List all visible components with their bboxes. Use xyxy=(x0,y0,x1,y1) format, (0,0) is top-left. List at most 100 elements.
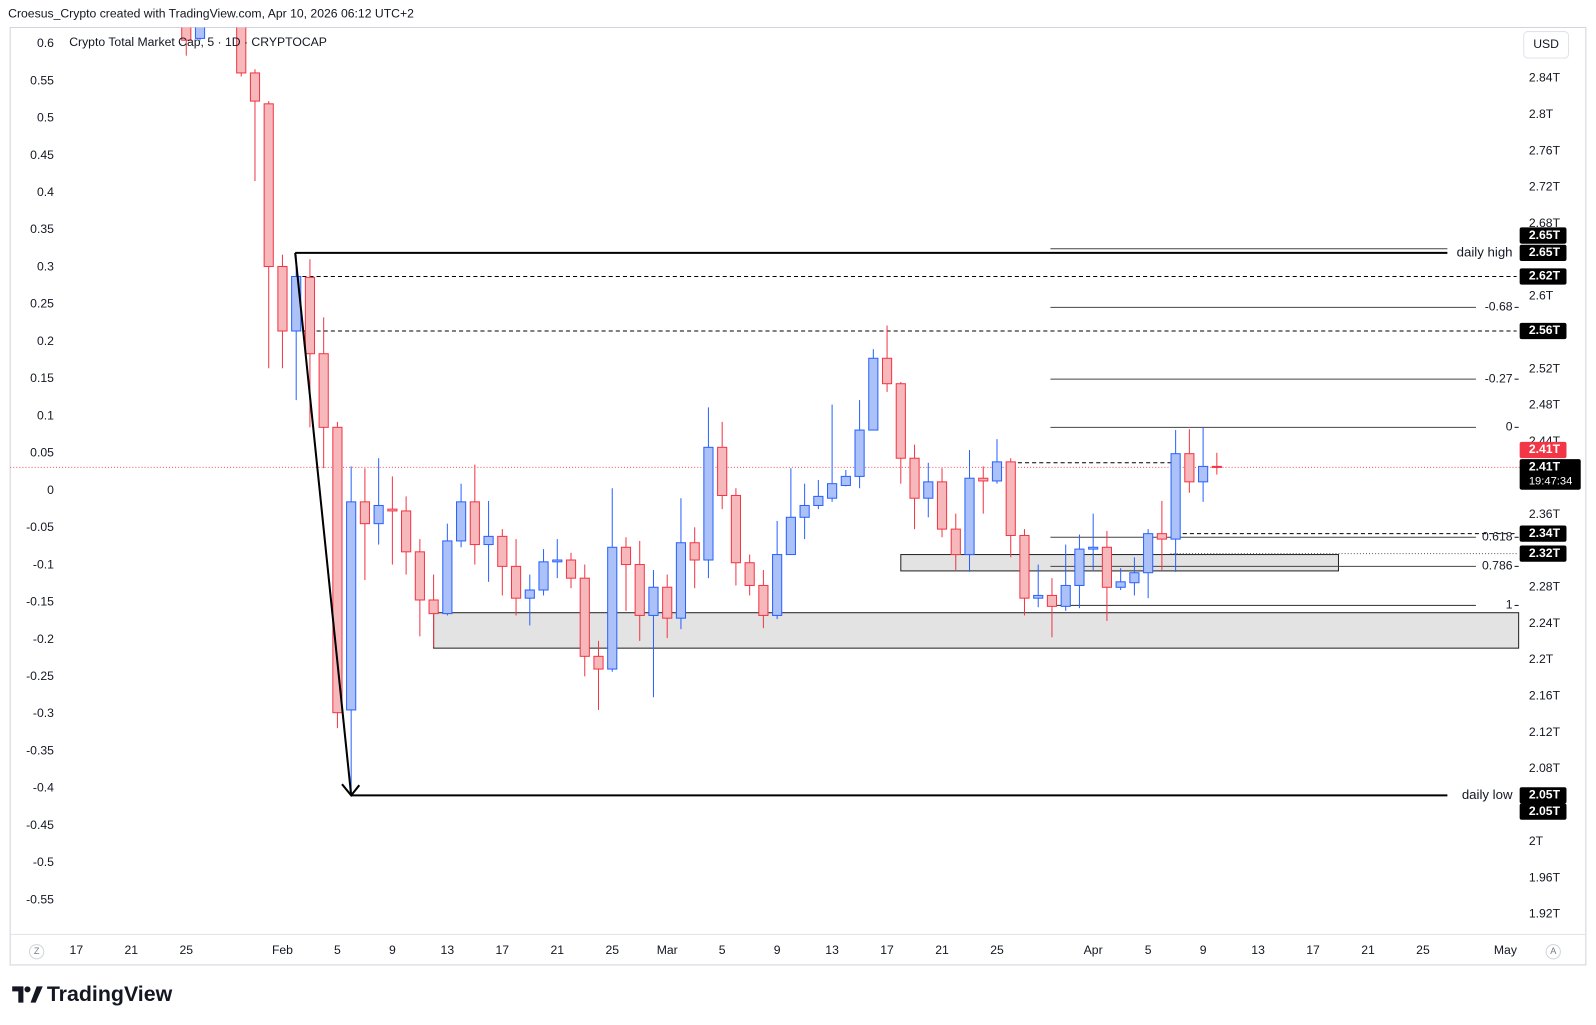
candle-body xyxy=(827,483,838,499)
daily-high-label: daily high xyxy=(1457,244,1513,259)
left-tick-label: 0 xyxy=(47,483,54,497)
x-tick-label: 5 xyxy=(334,943,341,957)
candle-body xyxy=(373,504,384,525)
trend-line xyxy=(294,252,353,796)
left-tick-label: -0.3 xyxy=(33,706,54,720)
x-tick-label: 17 xyxy=(496,943,510,957)
currency-label: USD xyxy=(1533,37,1559,51)
price-tag xyxy=(1519,441,1567,459)
candle-body xyxy=(689,542,700,561)
x-tick-label: 25 xyxy=(179,943,193,957)
candle-body xyxy=(648,586,659,616)
candle-body xyxy=(249,72,261,102)
candle-body xyxy=(579,577,590,657)
price-tag xyxy=(1519,244,1567,261)
left-tick-label: -0.4 xyxy=(33,781,54,795)
candle-body xyxy=(552,559,563,563)
price-tag xyxy=(1519,227,1567,244)
right-tick-label: 2.76T xyxy=(1529,143,1561,157)
price-tag-label: 2.41T xyxy=(1529,460,1561,474)
left-tick-label: -0.25 xyxy=(26,669,54,683)
header: Croesus_Crypto created with TradingView.… xyxy=(8,6,414,20)
left-tick-label: 0.05 xyxy=(30,446,54,460)
left-tick-label: 0.15 xyxy=(30,371,54,385)
candle-body xyxy=(730,494,741,564)
fib-label: 0.786 xyxy=(1482,559,1513,573)
candle-body xyxy=(799,504,810,518)
x-tick-label: 17 xyxy=(70,943,84,957)
left-tick-label: 0.35 xyxy=(30,222,54,236)
right-tick-label: 2.28T xyxy=(1529,579,1561,593)
fib-label: -0.68 xyxy=(1485,300,1513,314)
candle-body xyxy=(1115,581,1126,588)
left-tick-label: 0.45 xyxy=(30,148,54,162)
fib-label: 0 xyxy=(1506,420,1513,434)
candle-body xyxy=(662,586,673,619)
candle-body xyxy=(909,457,920,499)
candle-body xyxy=(346,501,357,711)
candle-body xyxy=(469,501,480,546)
candle-body xyxy=(1088,546,1099,550)
right-tick-label: 2.8T xyxy=(1529,107,1554,121)
candle-body xyxy=(1033,594,1044,599)
candle-body xyxy=(455,501,467,542)
left-tick-label: -0.35 xyxy=(26,743,54,757)
price-tag xyxy=(1519,459,1581,490)
x-tick-label: 13 xyxy=(825,943,839,957)
x-tick-label: Apr xyxy=(1084,943,1103,957)
left-tick-label: 0.3 xyxy=(37,259,54,273)
candle-body xyxy=(1046,594,1058,607)
candle-body xyxy=(1211,465,1222,468)
candle-body xyxy=(428,599,439,615)
candle-body xyxy=(772,554,783,616)
candle-body xyxy=(991,461,1003,482)
candle-body xyxy=(964,477,975,556)
right-tick-label: 2.48T xyxy=(1529,398,1561,412)
left-tick-label: -0.45 xyxy=(26,818,54,832)
zone xyxy=(900,554,1339,572)
candle-body xyxy=(194,27,206,39)
x-tick-label: 25 xyxy=(1416,943,1430,957)
price-tag-label: 2.41T xyxy=(1529,442,1561,456)
candle-body xyxy=(332,426,343,714)
candle-body xyxy=(607,546,618,670)
x-tick-label: 9 xyxy=(1200,943,1207,957)
right-tick-label: 2.68T xyxy=(1529,216,1561,230)
zoom-button[interactable] xyxy=(29,944,45,960)
left-tick-label: 0.55 xyxy=(30,73,54,87)
candle-body xyxy=(978,477,989,482)
candle-body xyxy=(936,481,948,530)
x-tick-label: 25 xyxy=(605,943,619,957)
candle-body xyxy=(840,475,851,486)
auto-button[interactable] xyxy=(1545,944,1561,960)
candle-body xyxy=(483,535,494,546)
candle-body xyxy=(1074,548,1085,586)
x-tick-label: 21 xyxy=(1361,943,1375,957)
x-tick-label: 17 xyxy=(1306,943,1320,957)
candle-body xyxy=(895,383,906,459)
daily-low-label: daily low xyxy=(1462,787,1513,802)
candle-body xyxy=(510,565,522,599)
right-tick-label: 1.92T xyxy=(1529,907,1561,921)
logo-icon xyxy=(12,986,43,1003)
logo-text: TradingView xyxy=(47,982,173,1006)
price-tag-label: 2.56T xyxy=(1529,323,1561,337)
left-tick-label: 0.4 xyxy=(37,185,54,199)
candle-body xyxy=(1101,546,1113,588)
right-tick-label: 2T xyxy=(1529,834,1544,848)
x-tick-label: Feb xyxy=(272,943,293,957)
chart-frame xyxy=(9,26,1587,966)
right-tick-label: 2.6T xyxy=(1529,289,1554,303)
x-tick-label: 17 xyxy=(880,943,894,957)
right-tick-label: 2.36T xyxy=(1529,507,1561,521)
candle-body xyxy=(263,103,274,267)
candle-body xyxy=(1143,533,1154,574)
candle-body xyxy=(414,551,425,601)
plot xyxy=(10,27,1520,797)
fib-label: -0.27 xyxy=(1485,371,1513,385)
currency-button[interactable] xyxy=(1523,31,1570,59)
candle-body xyxy=(634,564,645,616)
candle-body xyxy=(758,584,769,616)
candle-body xyxy=(442,540,453,615)
x-tick-label: 21 xyxy=(935,943,949,957)
